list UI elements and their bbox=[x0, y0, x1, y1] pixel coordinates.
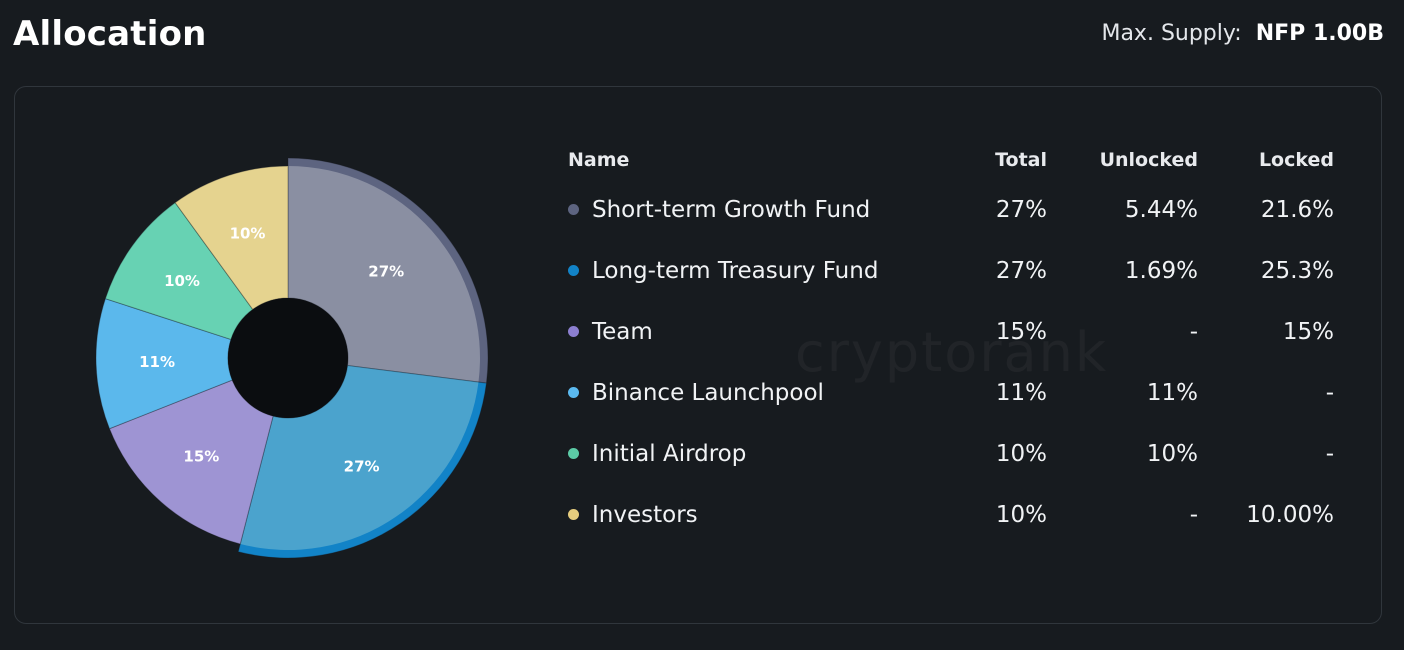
max-supply: Max. Supply: NFP 1.00B bbox=[1101, 21, 1384, 46]
pie-slice-label: 27% bbox=[368, 262, 404, 280]
row-total: 10% bbox=[995, 502, 1047, 528]
row-locked: 15% bbox=[1282, 319, 1334, 345]
max-supply-label: Max. Supply: bbox=[1101, 21, 1242, 46]
row-unlocked: - bbox=[1189, 502, 1198, 528]
row-name: Investors bbox=[568, 502, 698, 528]
page-title: Allocation bbox=[13, 14, 207, 54]
row-name-label: Team bbox=[592, 319, 653, 345]
pie-slice-label: 10% bbox=[164, 272, 200, 290]
pie-slice-label: 11% bbox=[139, 353, 175, 371]
legend-dot-icon bbox=[568, 509, 579, 520]
allocation-donut-chart: 27% 27% 15% 11% 10% 10% bbox=[85, 153, 495, 563]
pie-slice-fill bbox=[288, 166, 480, 383]
row-name-label: Long-term Treasury Fund bbox=[592, 258, 879, 284]
watermark: cryptorank bbox=[795, 321, 1108, 384]
table-row[interactable]: Long-term Treasury Fund 27% 1.69% 25.3% bbox=[568, 248, 1334, 309]
row-unlocked: 10% bbox=[1146, 441, 1198, 467]
table-row[interactable]: Investors 10% - 10.00% bbox=[568, 492, 1334, 553]
max-supply-value: NFP 1.00B bbox=[1255, 21, 1384, 46]
header: Allocation Max. Supply: NFP 1.00B bbox=[0, 0, 1404, 80]
column-header-unlocked: Unlocked bbox=[1099, 149, 1198, 171]
table-row[interactable]: Initial Airdrop 10% 10% - bbox=[568, 431, 1334, 492]
row-name-label: Initial Airdrop bbox=[592, 441, 747, 467]
allocation-table: Name Total Unlocked Locked Short-term Gr… bbox=[568, 143, 1334, 553]
column-header-total: Total bbox=[995, 149, 1047, 171]
pie-slice-fill bbox=[105, 202, 253, 340]
table-header-row: Name Total Unlocked Locked bbox=[568, 143, 1334, 187]
row-name-label: Investors bbox=[592, 502, 698, 528]
row-total: 11% bbox=[995, 380, 1047, 406]
pie-slice-label: 10% bbox=[230, 224, 266, 242]
row-unlocked: - bbox=[1189, 319, 1198, 345]
table-row[interactable]: Binance Launchpool 11% 11% - bbox=[568, 370, 1334, 431]
legend-dot-icon bbox=[568, 326, 579, 337]
row-name: Short-term Growth Fund bbox=[568, 197, 870, 223]
row-unlocked: 11% bbox=[1146, 380, 1198, 406]
row-total: 10% bbox=[995, 441, 1047, 467]
column-header-name: Name bbox=[568, 149, 630, 171]
row-name: Binance Launchpool bbox=[568, 380, 824, 406]
column-header-locked: Locked bbox=[1258, 149, 1334, 171]
row-name-label: Binance Launchpool bbox=[592, 380, 824, 406]
allocation-card: cryptorank 27% 27% 15% 11% 10% 10% Name Total… bbox=[14, 86, 1382, 624]
legend-dot-icon bbox=[568, 265, 579, 276]
row-unlocked: 5.44% bbox=[1124, 197, 1198, 223]
row-locked: 21.6% bbox=[1260, 197, 1334, 223]
row-name: Initial Airdrop bbox=[568, 441, 746, 467]
row-name: Team bbox=[568, 319, 653, 345]
table-row[interactable]: Short-term Growth Fund 27% 5.44% 21.6% bbox=[568, 187, 1334, 248]
row-total: 15% bbox=[995, 319, 1047, 345]
pie-slice-label: 27% bbox=[344, 457, 380, 475]
donut-hole bbox=[228, 298, 348, 418]
pie-slice-fill bbox=[95, 298, 233, 429]
row-unlocked: 1.69% bbox=[1124, 258, 1198, 284]
legend-dot-icon bbox=[568, 448, 579, 459]
row-name-label: Short-term Growth Fund bbox=[592, 197, 871, 223]
row-total: 27% bbox=[995, 197, 1047, 223]
row-locked: 10.00% bbox=[1246, 502, 1334, 528]
row-locked: - bbox=[1325, 441, 1334, 467]
legend-dot-icon bbox=[568, 387, 579, 398]
pie-slice-fill bbox=[109, 380, 274, 544]
pie-slice-fill bbox=[240, 365, 479, 550]
pie-slice-label: 15% bbox=[183, 447, 219, 465]
pie-slice-fill bbox=[175, 166, 288, 310]
row-name: Long-term Treasury Fund bbox=[568, 258, 878, 284]
donut-svg: 27% 27% 15% 11% 10% 10% bbox=[95, 157, 489, 559]
table-row[interactable]: Team 15% - 15% bbox=[568, 309, 1334, 370]
row-total: 27% bbox=[995, 258, 1047, 284]
row-locked: 25.3% bbox=[1260, 258, 1334, 284]
legend-dot-icon bbox=[568, 204, 579, 215]
row-locked: - bbox=[1325, 380, 1334, 406]
